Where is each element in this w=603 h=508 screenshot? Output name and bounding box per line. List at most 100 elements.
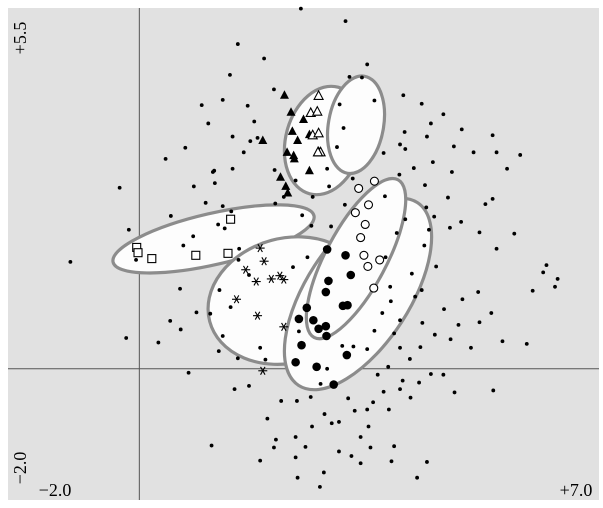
- background-point: [322, 412, 327, 416]
- background-point: [388, 284, 393, 289]
- background-point: [216, 349, 221, 353]
- background-point: [371, 400, 376, 405]
- background-point: [381, 151, 386, 155]
- background-point: [337, 449, 341, 454]
- background-point: [530, 288, 535, 293]
- background-point: [459, 127, 464, 132]
- background-point: [208, 311, 213, 316]
- data-point-filled-circle: [291, 357, 300, 367]
- background-point: [178, 327, 183, 332]
- background-point: [229, 209, 234, 214]
- y-max-tick-label: +5.5: [10, 22, 30, 55]
- background-point: [392, 444, 397, 449]
- data-point-open-circle: [354, 183, 364, 193]
- background-point: [303, 444, 308, 449]
- data-point-filled-circle: [312, 362, 321, 372]
- data-point-filled-triangle: [289, 153, 299, 163]
- background-point: [124, 336, 129, 340]
- background-point: [518, 153, 523, 157]
- background-point: [386, 364, 391, 369]
- background-point: [427, 227, 431, 232]
- y-min-tick-label: −2.0: [10, 452, 30, 485]
- data-point-open-triangle: [313, 127, 325, 138]
- background-point: [203, 200, 208, 205]
- background-point: [365, 62, 370, 67]
- background-point: [245, 103, 250, 108]
- background-point: [220, 97, 225, 102]
- background-point: [156, 340, 161, 345]
- background-point: [432, 214, 437, 219]
- background-point: [212, 181, 217, 186]
- background-point: [349, 454, 354, 458]
- background-point: [237, 246, 242, 251]
- background-point: [491, 388, 496, 393]
- data-point-open-square: [223, 248, 233, 258]
- background-point: [555, 277, 560, 281]
- background-point: [460, 297, 465, 302]
- background-point: [300, 213, 305, 218]
- background-point: [398, 318, 402, 323]
- background-point: [298, 6, 303, 11]
- background-point: [350, 176, 355, 181]
- background-point: [228, 305, 233, 310]
- background-point: [337, 102, 342, 107]
- data-point-filled-circle: [343, 300, 352, 310]
- background-point: [272, 445, 276, 450]
- background-point: [402, 130, 407, 134]
- background-point: [388, 299, 393, 304]
- background-point: [247, 383, 251, 388]
- background-point: [418, 345, 423, 350]
- background-point: [235, 42, 240, 46]
- background-point: [126, 227, 131, 232]
- background-point: [398, 345, 402, 350]
- background-point: [360, 75, 364, 80]
- background-point: [417, 380, 421, 385]
- data-point-asterisk: [255, 243, 265, 253]
- data-point-open-circle: [356, 233, 366, 243]
- background-point: [477, 230, 482, 235]
- background-point: [392, 331, 397, 336]
- background-point: [178, 286, 182, 291]
- background-point: [512, 231, 517, 236]
- background-point: [325, 366, 330, 371]
- background-point: [321, 470, 326, 475]
- data-point-filled-circle: [321, 321, 331, 331]
- background-point: [341, 126, 346, 130]
- background-point: [230, 166, 235, 171]
- data-point-asterisk: [279, 322, 289, 331]
- data-point-filled-circle: [346, 270, 356, 280]
- background-point: [329, 421, 334, 426]
- background-point: [134, 258, 138, 262]
- background-point: [232, 387, 237, 392]
- x-min-tick-label: −2.0: [39, 480, 72, 500]
- background-point: [273, 201, 278, 206]
- background-point: [194, 310, 199, 315]
- background-point: [423, 183, 427, 188]
- data-point-filled-triangle: [286, 107, 296, 116]
- background-point: [428, 121, 433, 126]
- background-point: [448, 225, 452, 230]
- background-point: [248, 139, 253, 144]
- background-points: [68, 6, 560, 489]
- background-point: [293, 178, 298, 183]
- background-point: [505, 166, 509, 171]
- background-point: [424, 205, 429, 210]
- background-point: [183, 145, 188, 150]
- data-point-filled-circle: [321, 287, 331, 297]
- background-point: [293, 455, 298, 460]
- background-point: [471, 150, 476, 155]
- background-point: [217, 288, 222, 292]
- background-point: [220, 204, 225, 209]
- background-point: [293, 435, 298, 439]
- background-point: [222, 226, 227, 231]
- background-point: [168, 319, 173, 323]
- background-point: [476, 290, 481, 294]
- background-point: [68, 259, 73, 264]
- data-point-asterisk: [251, 277, 261, 286]
- background-point: [389, 459, 394, 464]
- background-point: [199, 103, 204, 107]
- background-point: [347, 74, 352, 79]
- background-point: [310, 424, 314, 429]
- background-point: [310, 195, 315, 199]
- background-point: [191, 234, 196, 239]
